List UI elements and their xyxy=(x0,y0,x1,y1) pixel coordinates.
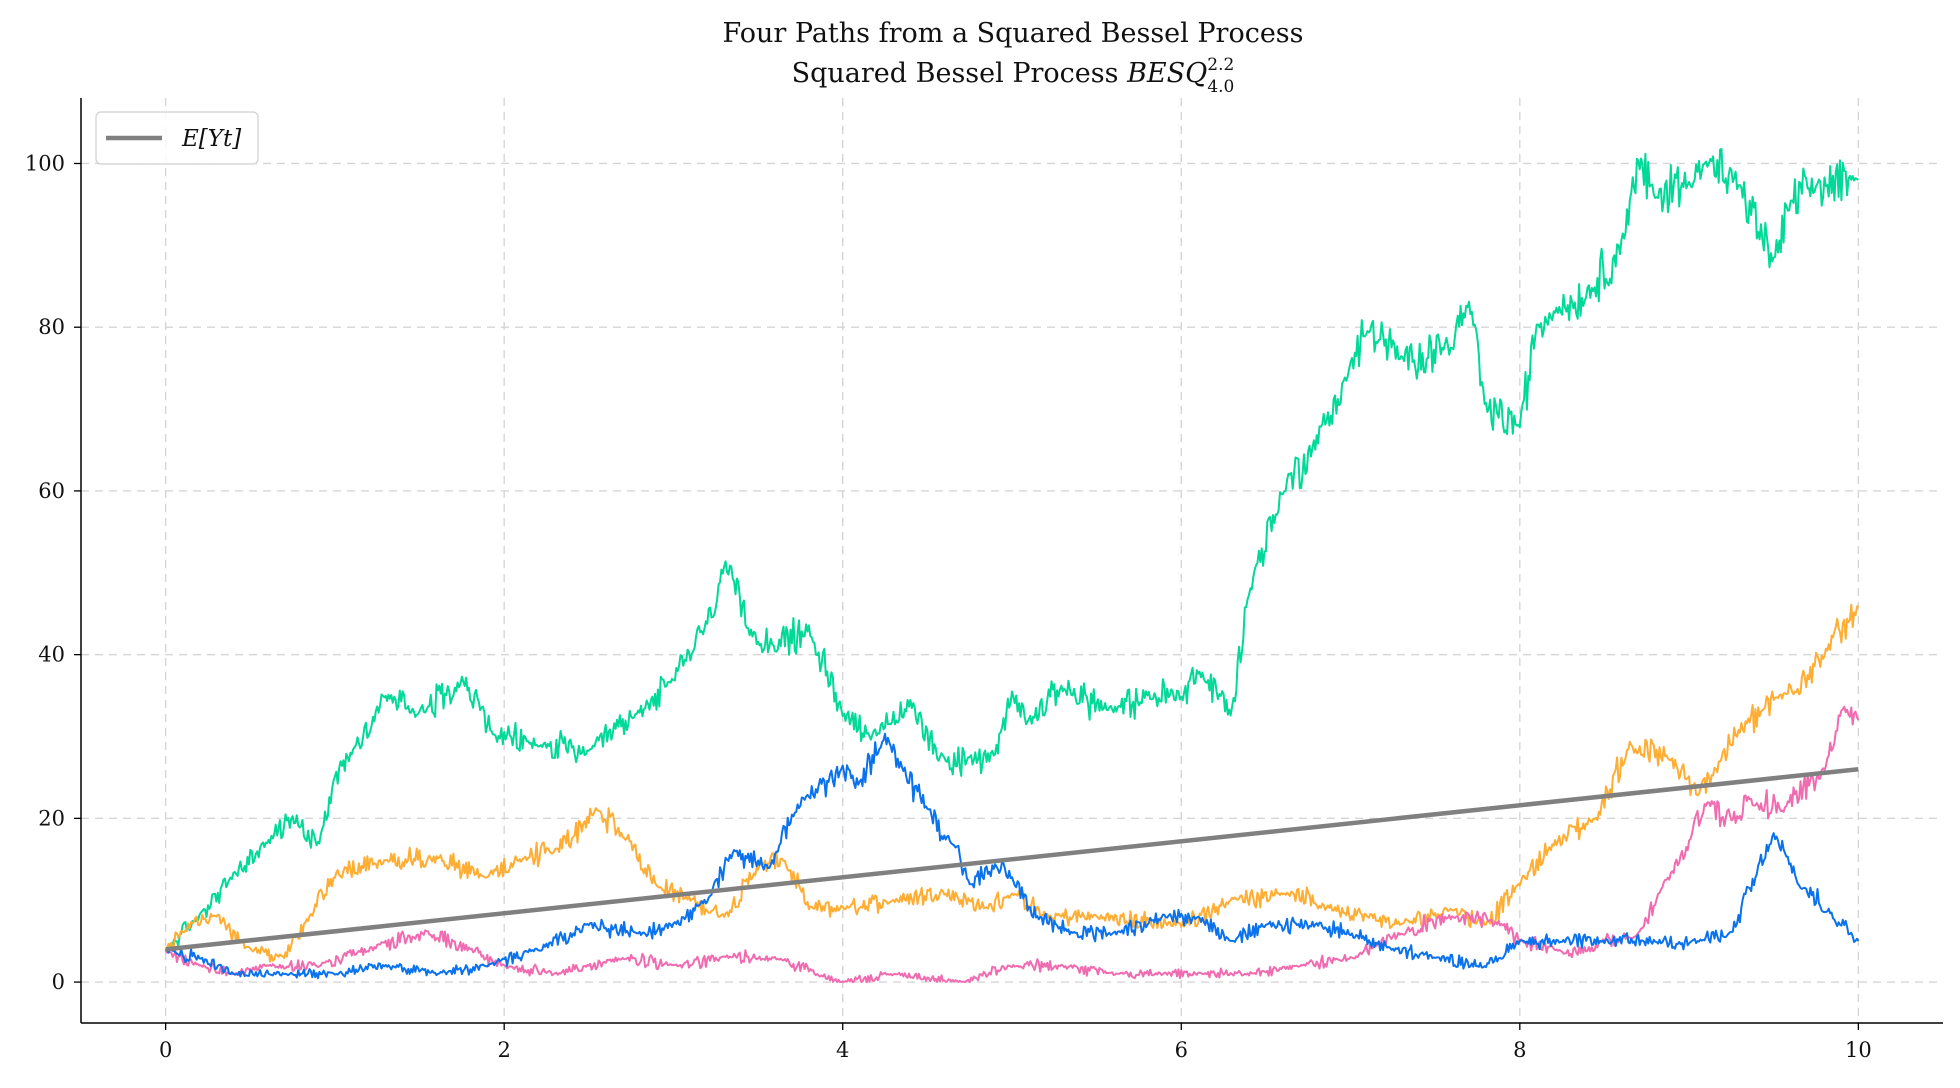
expectation-line xyxy=(165,767,1859,952)
legend: E[Yt] xyxy=(95,111,259,165)
x-tick-label-2: 4 xyxy=(836,1038,849,1062)
x-tick-label-4: 8 xyxy=(1513,1038,1526,1062)
x-tick-label-0: 0 xyxy=(159,1038,172,1062)
x-tick-label-5: 10 xyxy=(1845,1038,1872,1062)
subtitle-subscript: 4.0 xyxy=(1207,77,1234,97)
y-tick-label-3: 60 xyxy=(38,479,65,503)
y-tick-label-0: 0 xyxy=(52,970,65,994)
path-series-1 xyxy=(165,148,1859,951)
axes xyxy=(80,98,1943,1024)
legend-box xyxy=(95,111,259,165)
chart-subtitle: Squared Bessel Process BESQ2.2 4.0 xyxy=(792,55,1235,97)
subtitle-symbol: BESQ xyxy=(1126,58,1207,89)
subtitle-superscript: 2.2 xyxy=(1207,55,1234,75)
y-tick-label-1: 20 xyxy=(38,806,65,830)
x-tick-label-3: 6 xyxy=(1175,1038,1188,1062)
expectation-line-group xyxy=(165,767,1859,952)
x-tick-label-1: 2 xyxy=(497,1038,510,1062)
legend-label-expectation: E[Yt] xyxy=(181,126,241,152)
y-tick-label-4: 80 xyxy=(38,315,65,339)
grid-lines xyxy=(81,98,1943,1023)
chart-title: Four Paths from a Squared Bessel Process xyxy=(722,18,1303,49)
y-tick-label-2: 40 xyxy=(38,643,65,667)
subtitle-prefix: Squared Bessel Process xyxy=(792,58,1127,89)
y-tick-label-5: 100 xyxy=(25,151,65,175)
path-series-3 xyxy=(164,705,1860,984)
path-series-2 xyxy=(164,603,1860,963)
series-paths xyxy=(164,148,1860,984)
path-series-4 xyxy=(165,732,1860,980)
